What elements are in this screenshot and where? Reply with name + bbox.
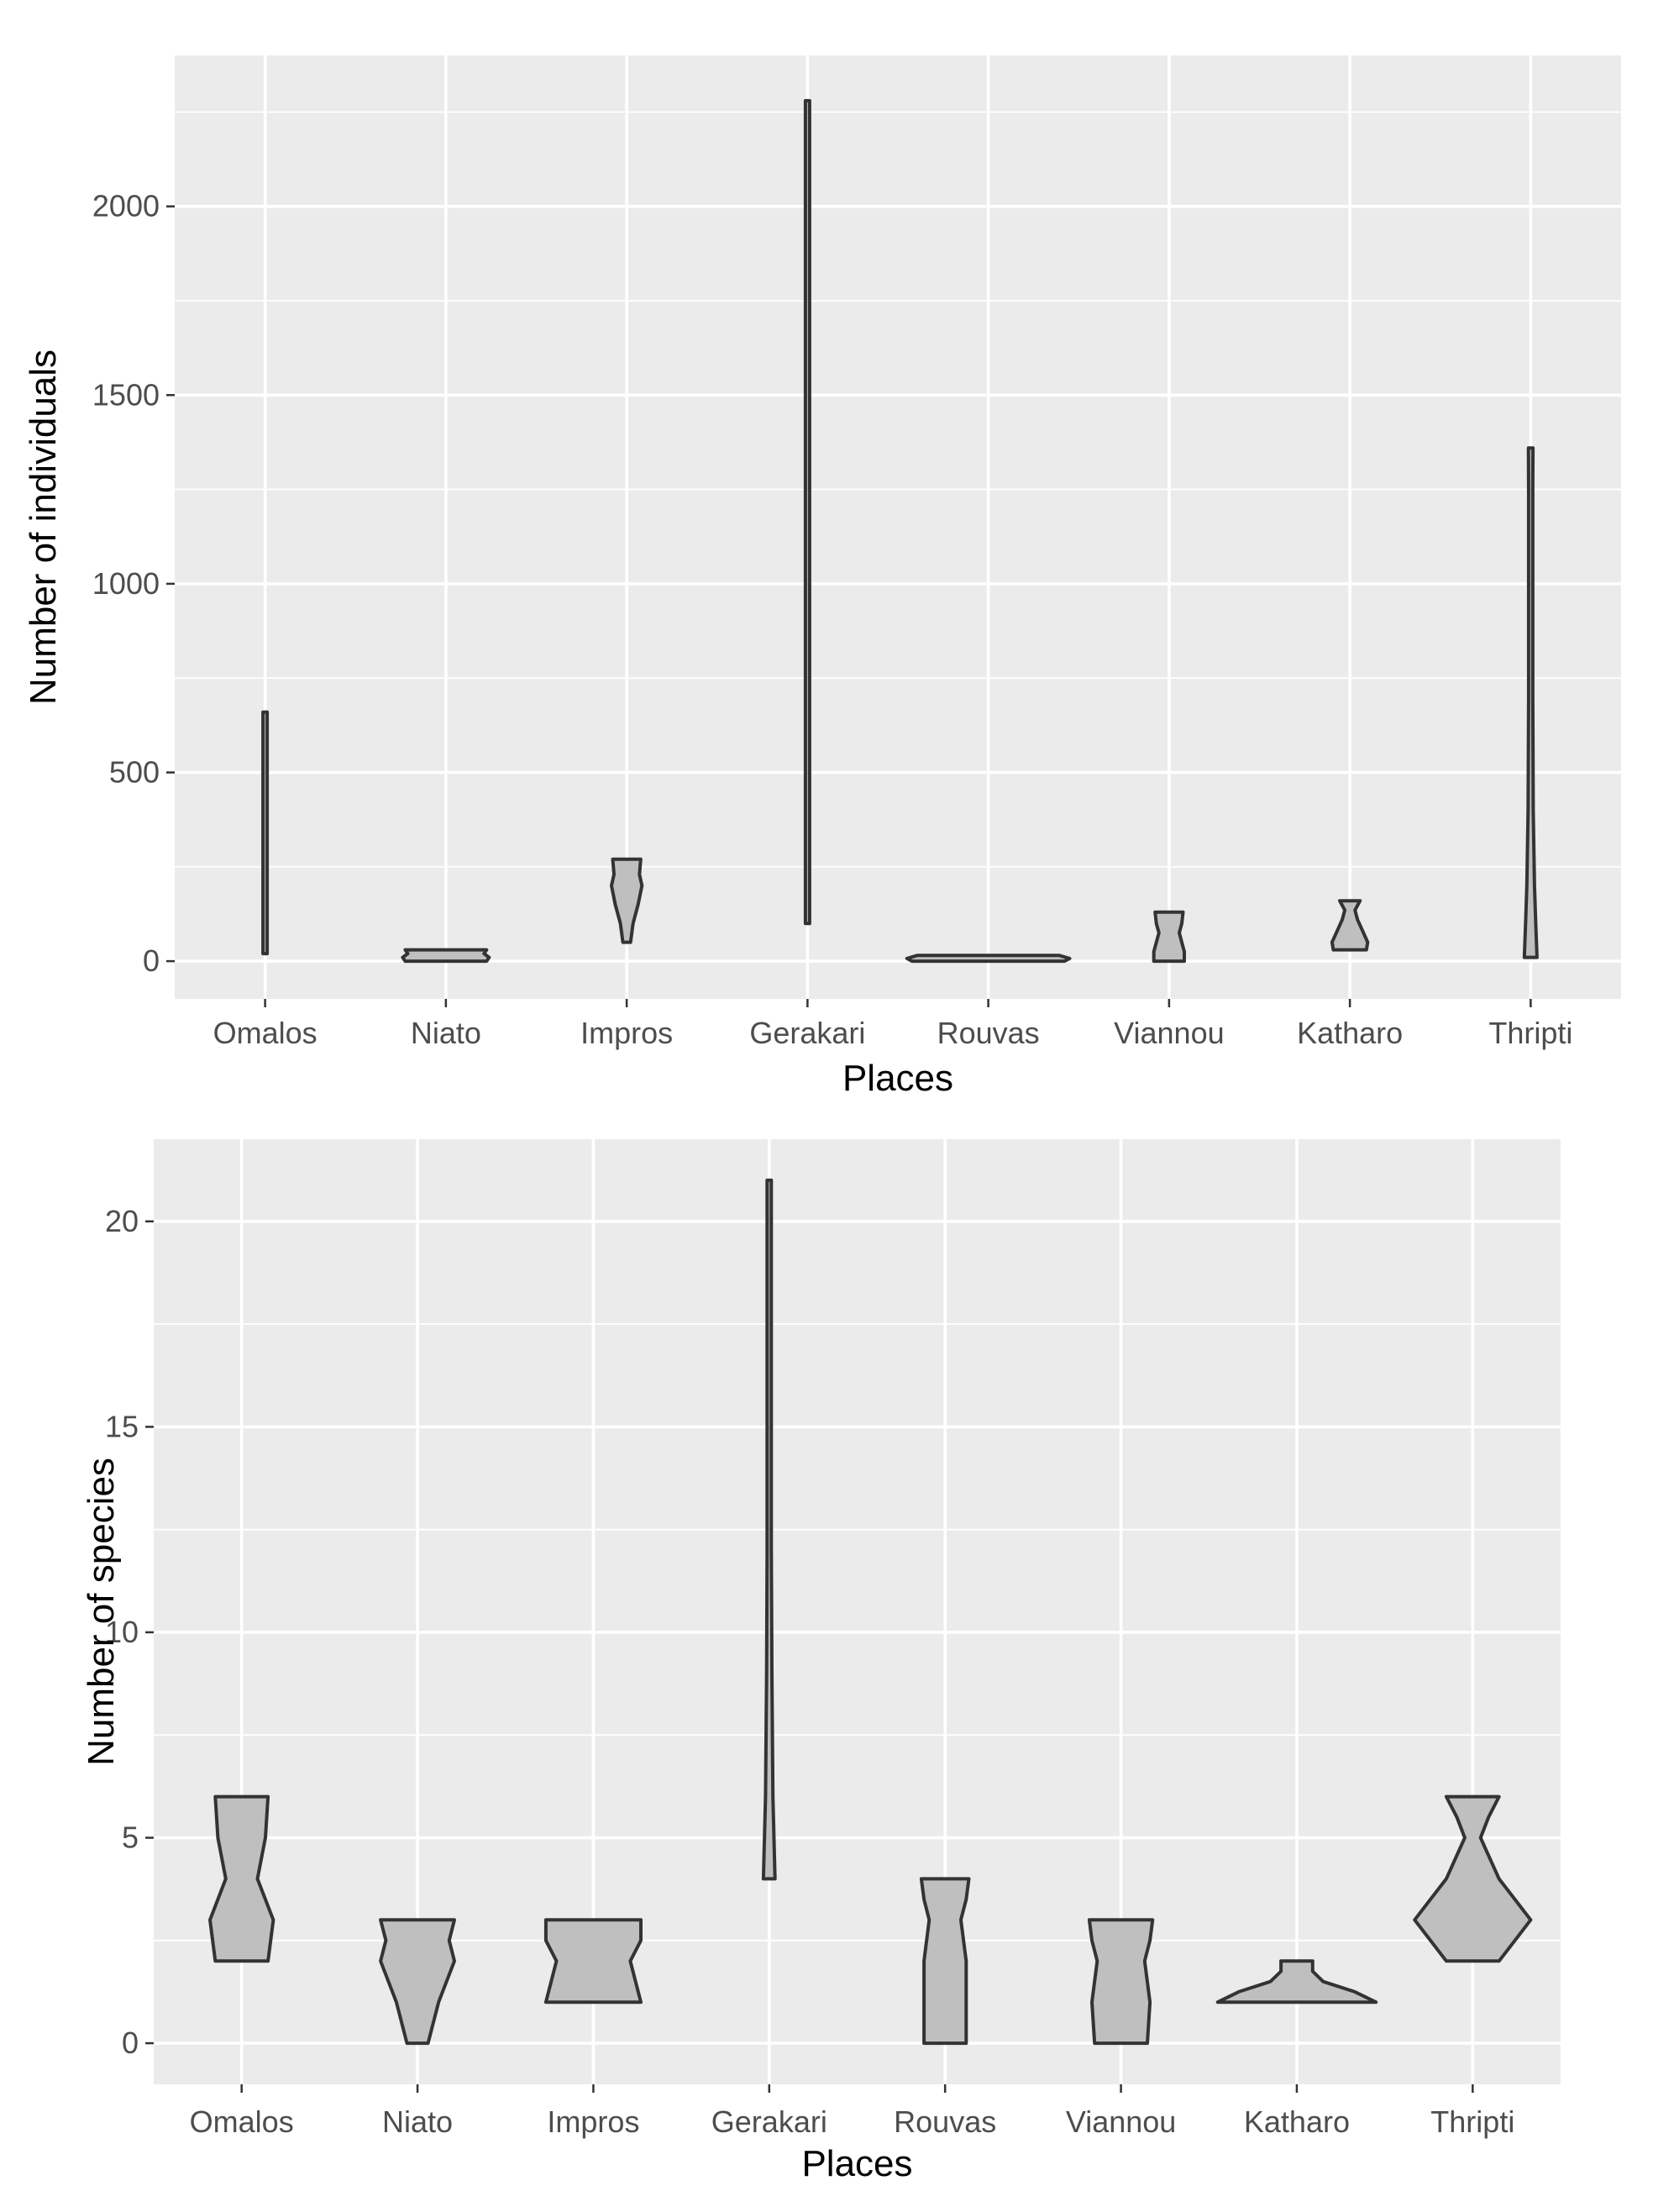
violin-rouvas [919, 1877, 971, 2046]
y-tick-label: 1500 [92, 377, 160, 412]
y-tick-label: 2000 [92, 189, 160, 223]
x-tick-label: Omalos [190, 2104, 294, 2139]
y-tick-label: 5 [122, 1821, 139, 1855]
x-tick-label: Gerakari [711, 2104, 827, 2139]
violin-thripti [1522, 446, 1539, 959]
y-axis-title: Number of species [81, 1458, 122, 1766]
x-tick-label: Niato [411, 1016, 481, 1050]
individuals-violin-plot: 0 500 1000 1500 2000 Omalos Niato Impros Gerakar… [23, 55, 1621, 1099]
violin-omalos [208, 1794, 276, 1963]
violin-rouvas [905, 954, 1072, 964]
x-tick-label: Impros [547, 2104, 639, 2139]
violin-viannou [1087, 1918, 1155, 2046]
x-tick-label: Katharo [1244, 2104, 1350, 2139]
x-axis-title: Places [801, 2143, 912, 2184]
y-tick-label: 10 [105, 1615, 139, 1649]
species-violin-plot: 0 5 10 15 20 Omalos Niato Impros Gerakari Rouvas V… [81, 1139, 1561, 2184]
x-axis-title: Places [842, 1058, 953, 1099]
violin-katharo [1330, 899, 1370, 952]
x-tick-label: Omalos [213, 1016, 317, 1050]
y-tick-label: 0 [122, 2025, 139, 2060]
y-tick-label: 1000 [92, 566, 160, 601]
violin-niato [401, 948, 491, 964]
violin-viannou [1152, 910, 1186, 964]
x-tick-label: Niato [382, 2104, 453, 2139]
violin-katharo [1215, 1959, 1378, 2004]
violin-niato [379, 1918, 456, 2046]
violin-omalos [261, 710, 270, 956]
violin-gerakari [803, 98, 811, 926]
x-tick-label: Viannou [1114, 1016, 1224, 1050]
violin-impros [543, 1918, 643, 2004]
y-tick-label: 20 [105, 1204, 139, 1238]
x-tick-label: Rouvas [894, 2104, 996, 2139]
x-tick-label: Impros [580, 1016, 673, 1050]
y-tick-label: 0 [143, 943, 160, 978]
violin-gerakari [761, 1178, 777, 1881]
x-tick-label: Gerakari [749, 1016, 865, 1050]
plot-panel [175, 55, 1621, 999]
violin-thripti [1413, 1794, 1533, 1963]
x-tick-label: Viannou [1066, 2104, 1176, 2139]
x-tick-label: Katharo [1297, 1016, 1403, 1050]
y-tick-label: 15 [105, 1409, 139, 1443]
y-axis-title: Number of individuals [23, 349, 64, 705]
violin-impros [610, 857, 644, 944]
x-tick-label: Rouvas [937, 1016, 1040, 1050]
y-tick-label: 500 [109, 754, 160, 789]
x-tick-label: Thripti [1488, 1016, 1572, 1050]
x-tick-label: Thripti [1430, 2104, 1514, 2139]
plot-panel [154, 1139, 1561, 2084]
